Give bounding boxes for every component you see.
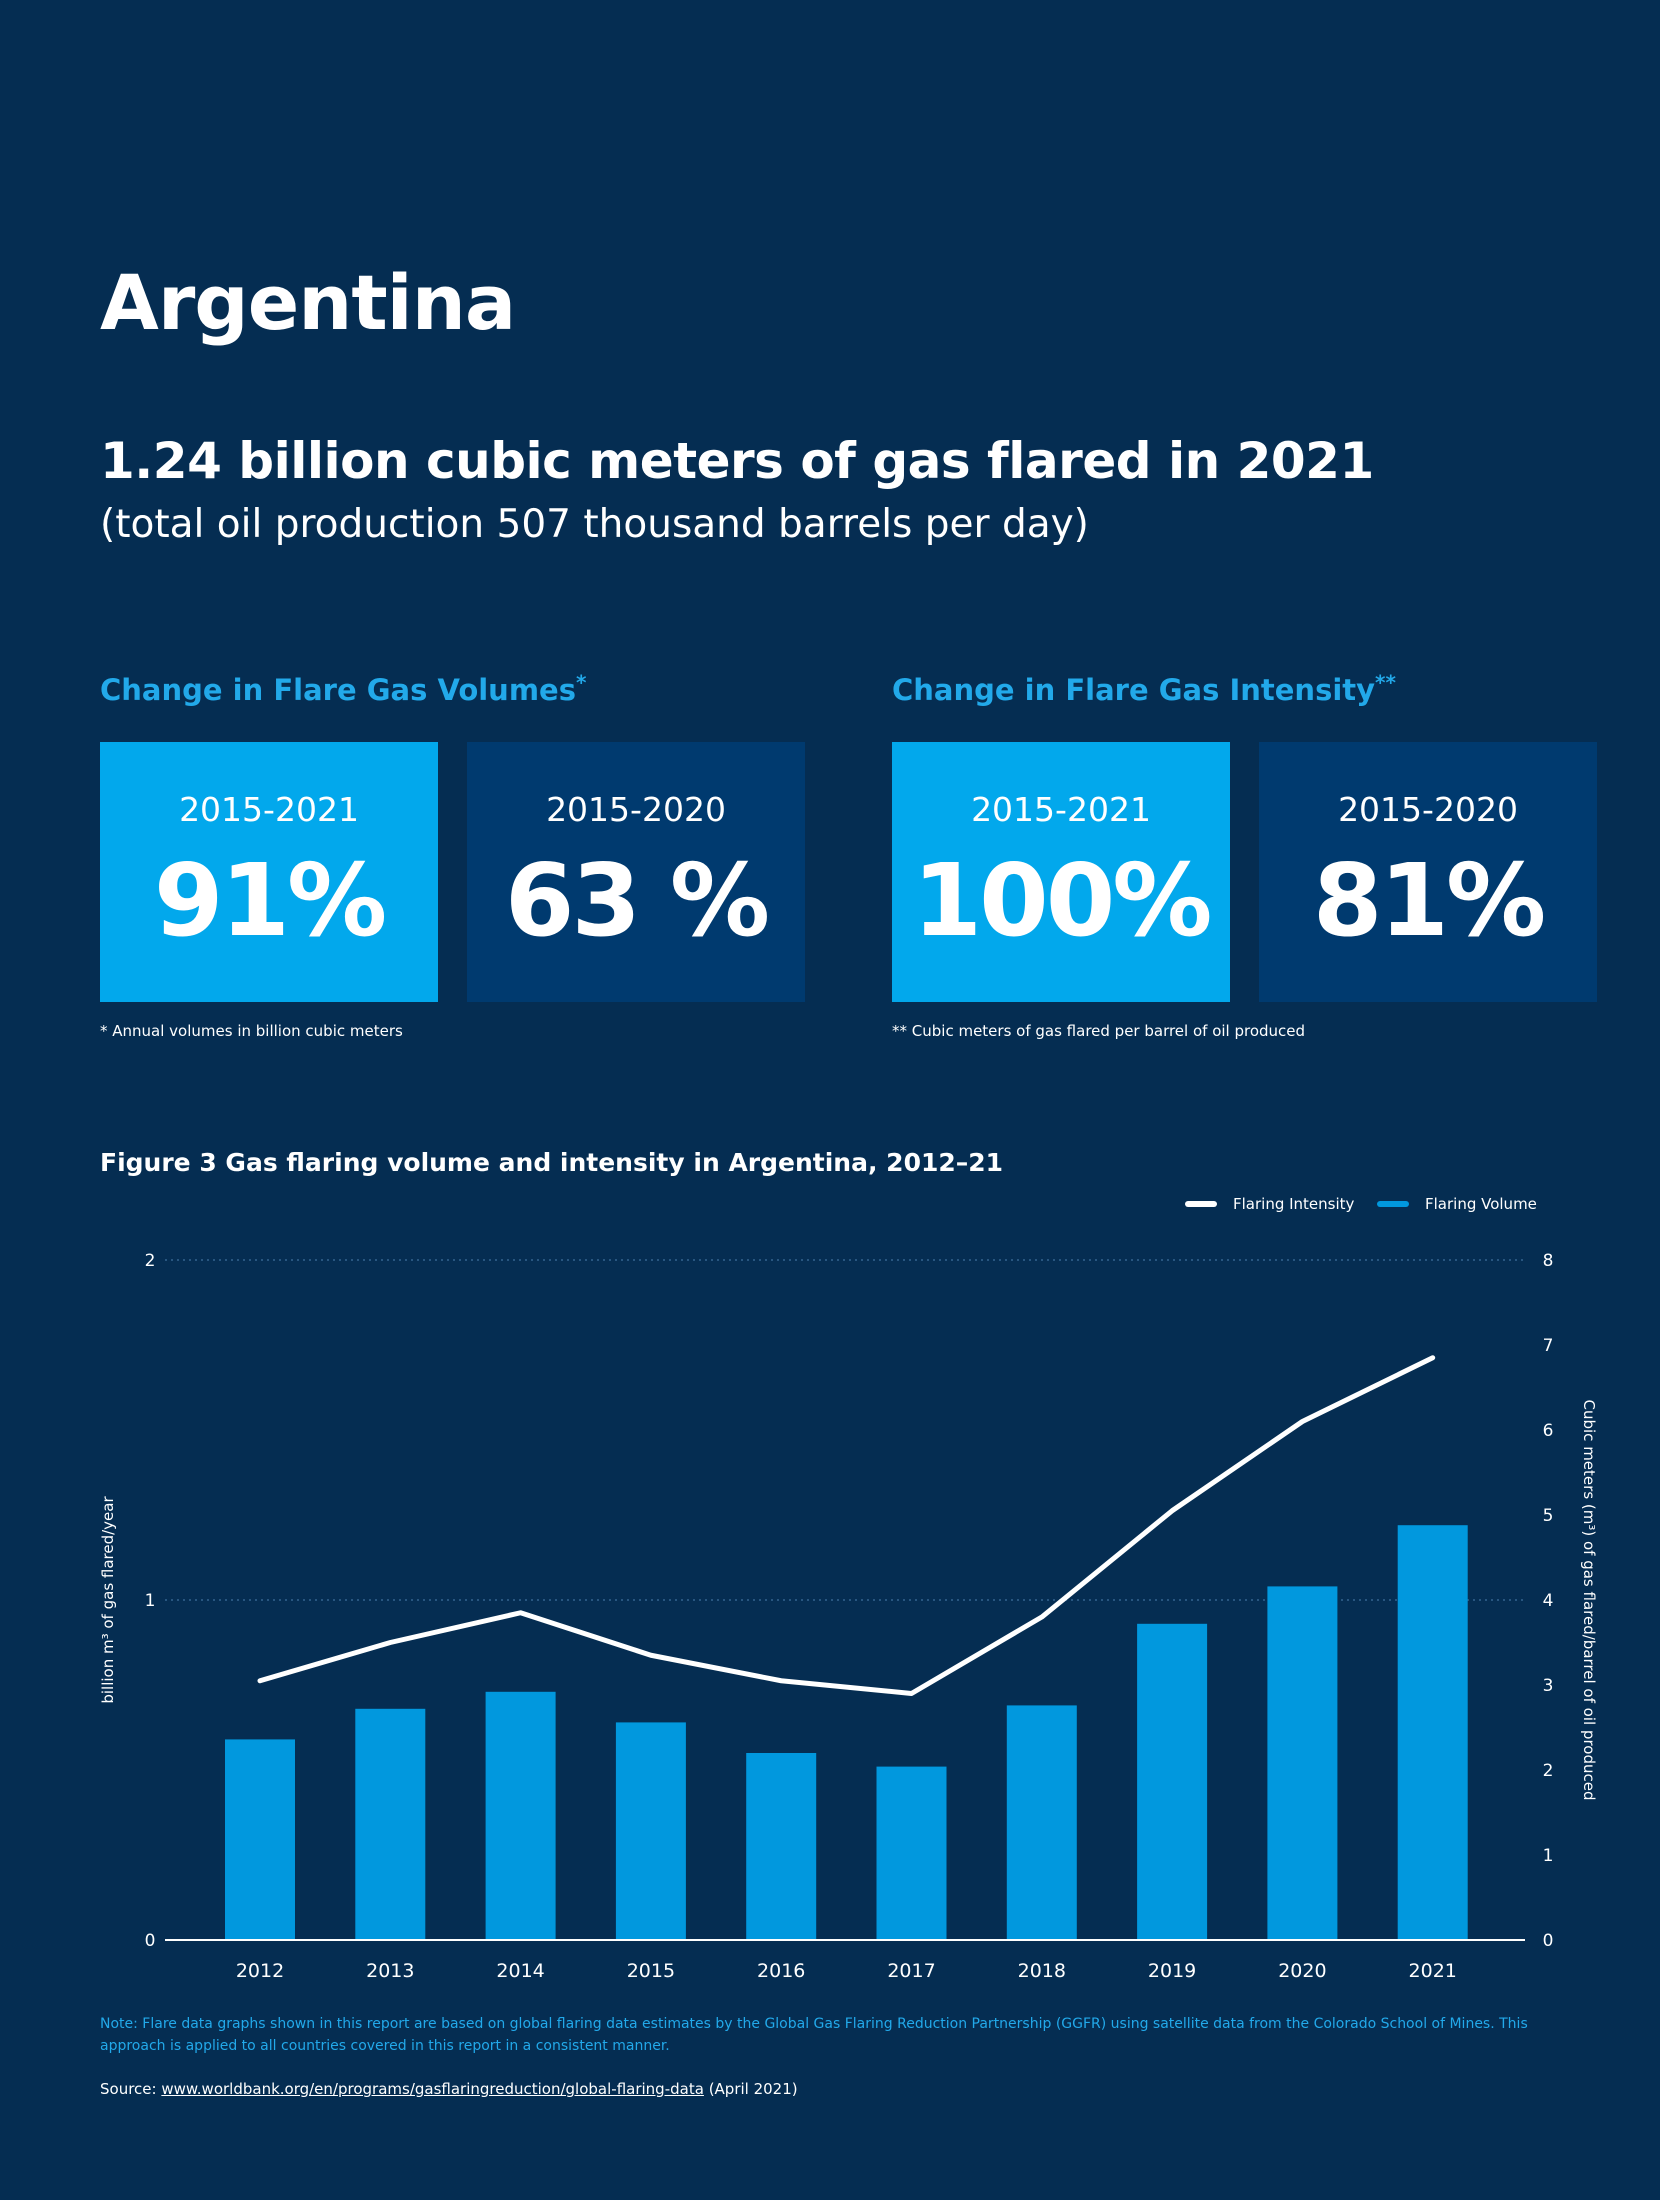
x-tick-label: 2015 <box>627 1960 675 1982</box>
x-tick-label: 2019 <box>1148 1960 1196 1982</box>
source-link[interactable]: www.worldbank.org/en/programs/gasflaring… <box>161 2080 704 2098</box>
y-right-tick-label: 6 <box>1543 1421 1554 1441</box>
y-left-axis-title: billion m³ of gas flared/year <box>99 1496 117 1704</box>
intensity-line <box>257 1355 1436 1696</box>
box-period: 2015-2020 <box>546 790 726 829</box>
y-left-tick-label: 1 <box>145 1591 156 1611</box>
legend-label: Flaring Volume <box>1425 1195 1537 1213</box>
y-right-tick-label: 3 <box>1543 1676 1554 1696</box>
x-tick-label: 2012 <box>236 1960 284 1982</box>
y-left-tick-label: 0 <box>145 1931 156 1951</box>
intensity-2015-2020-box: 2015-2020 81% <box>1259 742 1597 1002</box>
x-tick-label: 2016 <box>757 1960 805 1982</box>
volume-bar <box>355 1708 426 1940</box>
legend-label: Flaring Intensity <box>1233 1195 1355 1213</box>
volumes-section-title: Change in Flare Gas Volumes* <box>100 670 587 707</box>
y-right-tick-label: 0 <box>1543 1931 1554 1951</box>
intensity-section-title: Change in Flare Gas Intensity** <box>892 670 1396 707</box>
volumes-footnote: * Annual volumes in billion cubic meters <box>100 1022 403 1040</box>
y-right-tick-label: 8 <box>1543 1251 1554 1271</box>
volume-bar <box>746 1753 817 1940</box>
x-tick-label: 2013 <box>366 1960 414 1982</box>
volume-bar <box>1137 1623 1208 1940</box>
headline: 1.24 billion cubic meters of gas flared … <box>100 432 1374 490</box>
y-right-tick-label: 4 <box>1543 1591 1554 1611</box>
box-period: 2015-2021 <box>179 790 359 829</box>
x-tick-label: 2014 <box>496 1960 544 1982</box>
y-right-tick-label: 1 <box>1543 1846 1554 1866</box>
note-text: Note: Flare data graphs shown in this re… <box>100 2016 1528 2054</box>
y-right-axis-title: Cubic meters (m³) of gas flared/barrel o… <box>1580 1400 1598 1801</box>
source-label: Source: <box>100 2080 157 2098</box>
country-title: Argentina <box>100 258 516 347</box>
x-tick-label: 2020 <box>1278 1960 1326 1982</box>
subheadline: (total oil production 507 thousand barre… <box>100 502 1089 547</box>
box-value: 100% <box>912 842 1213 959</box>
volume-bar <box>1006 1705 1077 1940</box>
x-tick-label: 2018 <box>1018 1960 1066 1982</box>
volume-bar <box>615 1722 686 1940</box>
y-right-tick-label: 5 <box>1543 1506 1554 1526</box>
volume-bar <box>225 1739 295 1940</box>
figure-title: Figure 3 Gas flaring volume and intensit… <box>100 1148 1004 1177</box>
box-value: 63 % <box>504 842 770 959</box>
volume-bar <box>876 1766 947 1940</box>
intensity-footnote: ** Cubic meters of gas flared per barrel… <box>892 1022 1306 1040</box>
volume-bar <box>485 1691 556 1940</box>
y-right-tick-label: 7 <box>1543 1336 1554 1356</box>
source-line: Source: www.worldbank.org/en/programs/ga… <box>100 2080 798 2098</box>
y-right-tick-label: 2 <box>1543 1761 1554 1781</box>
volume-bar <box>1267 1586 1338 1940</box>
volume-bar <box>1397 1525 1468 1940</box>
box-value: 81% <box>1312 842 1546 959</box>
box-period: 2015-2021 <box>971 790 1151 829</box>
source-date: (April 2021) <box>708 2080 798 2098</box>
x-tick-label: 2021 <box>1409 1960 1457 1982</box>
box-period: 2015-2020 <box>1338 790 1518 829</box>
intensity-2015-2021-box: 2015-2021 100% <box>892 742 1230 1002</box>
volumes-2015-2020-box: 2015-2020 63 % <box>467 742 805 1002</box>
x-tick-label: 2017 <box>887 1960 935 1982</box>
box-value: 91% <box>153 842 387 959</box>
y-left-tick-label: 2 <box>145 1251 156 1271</box>
volumes-2015-2021-box: 2015-2021 91% <box>100 742 438 1002</box>
